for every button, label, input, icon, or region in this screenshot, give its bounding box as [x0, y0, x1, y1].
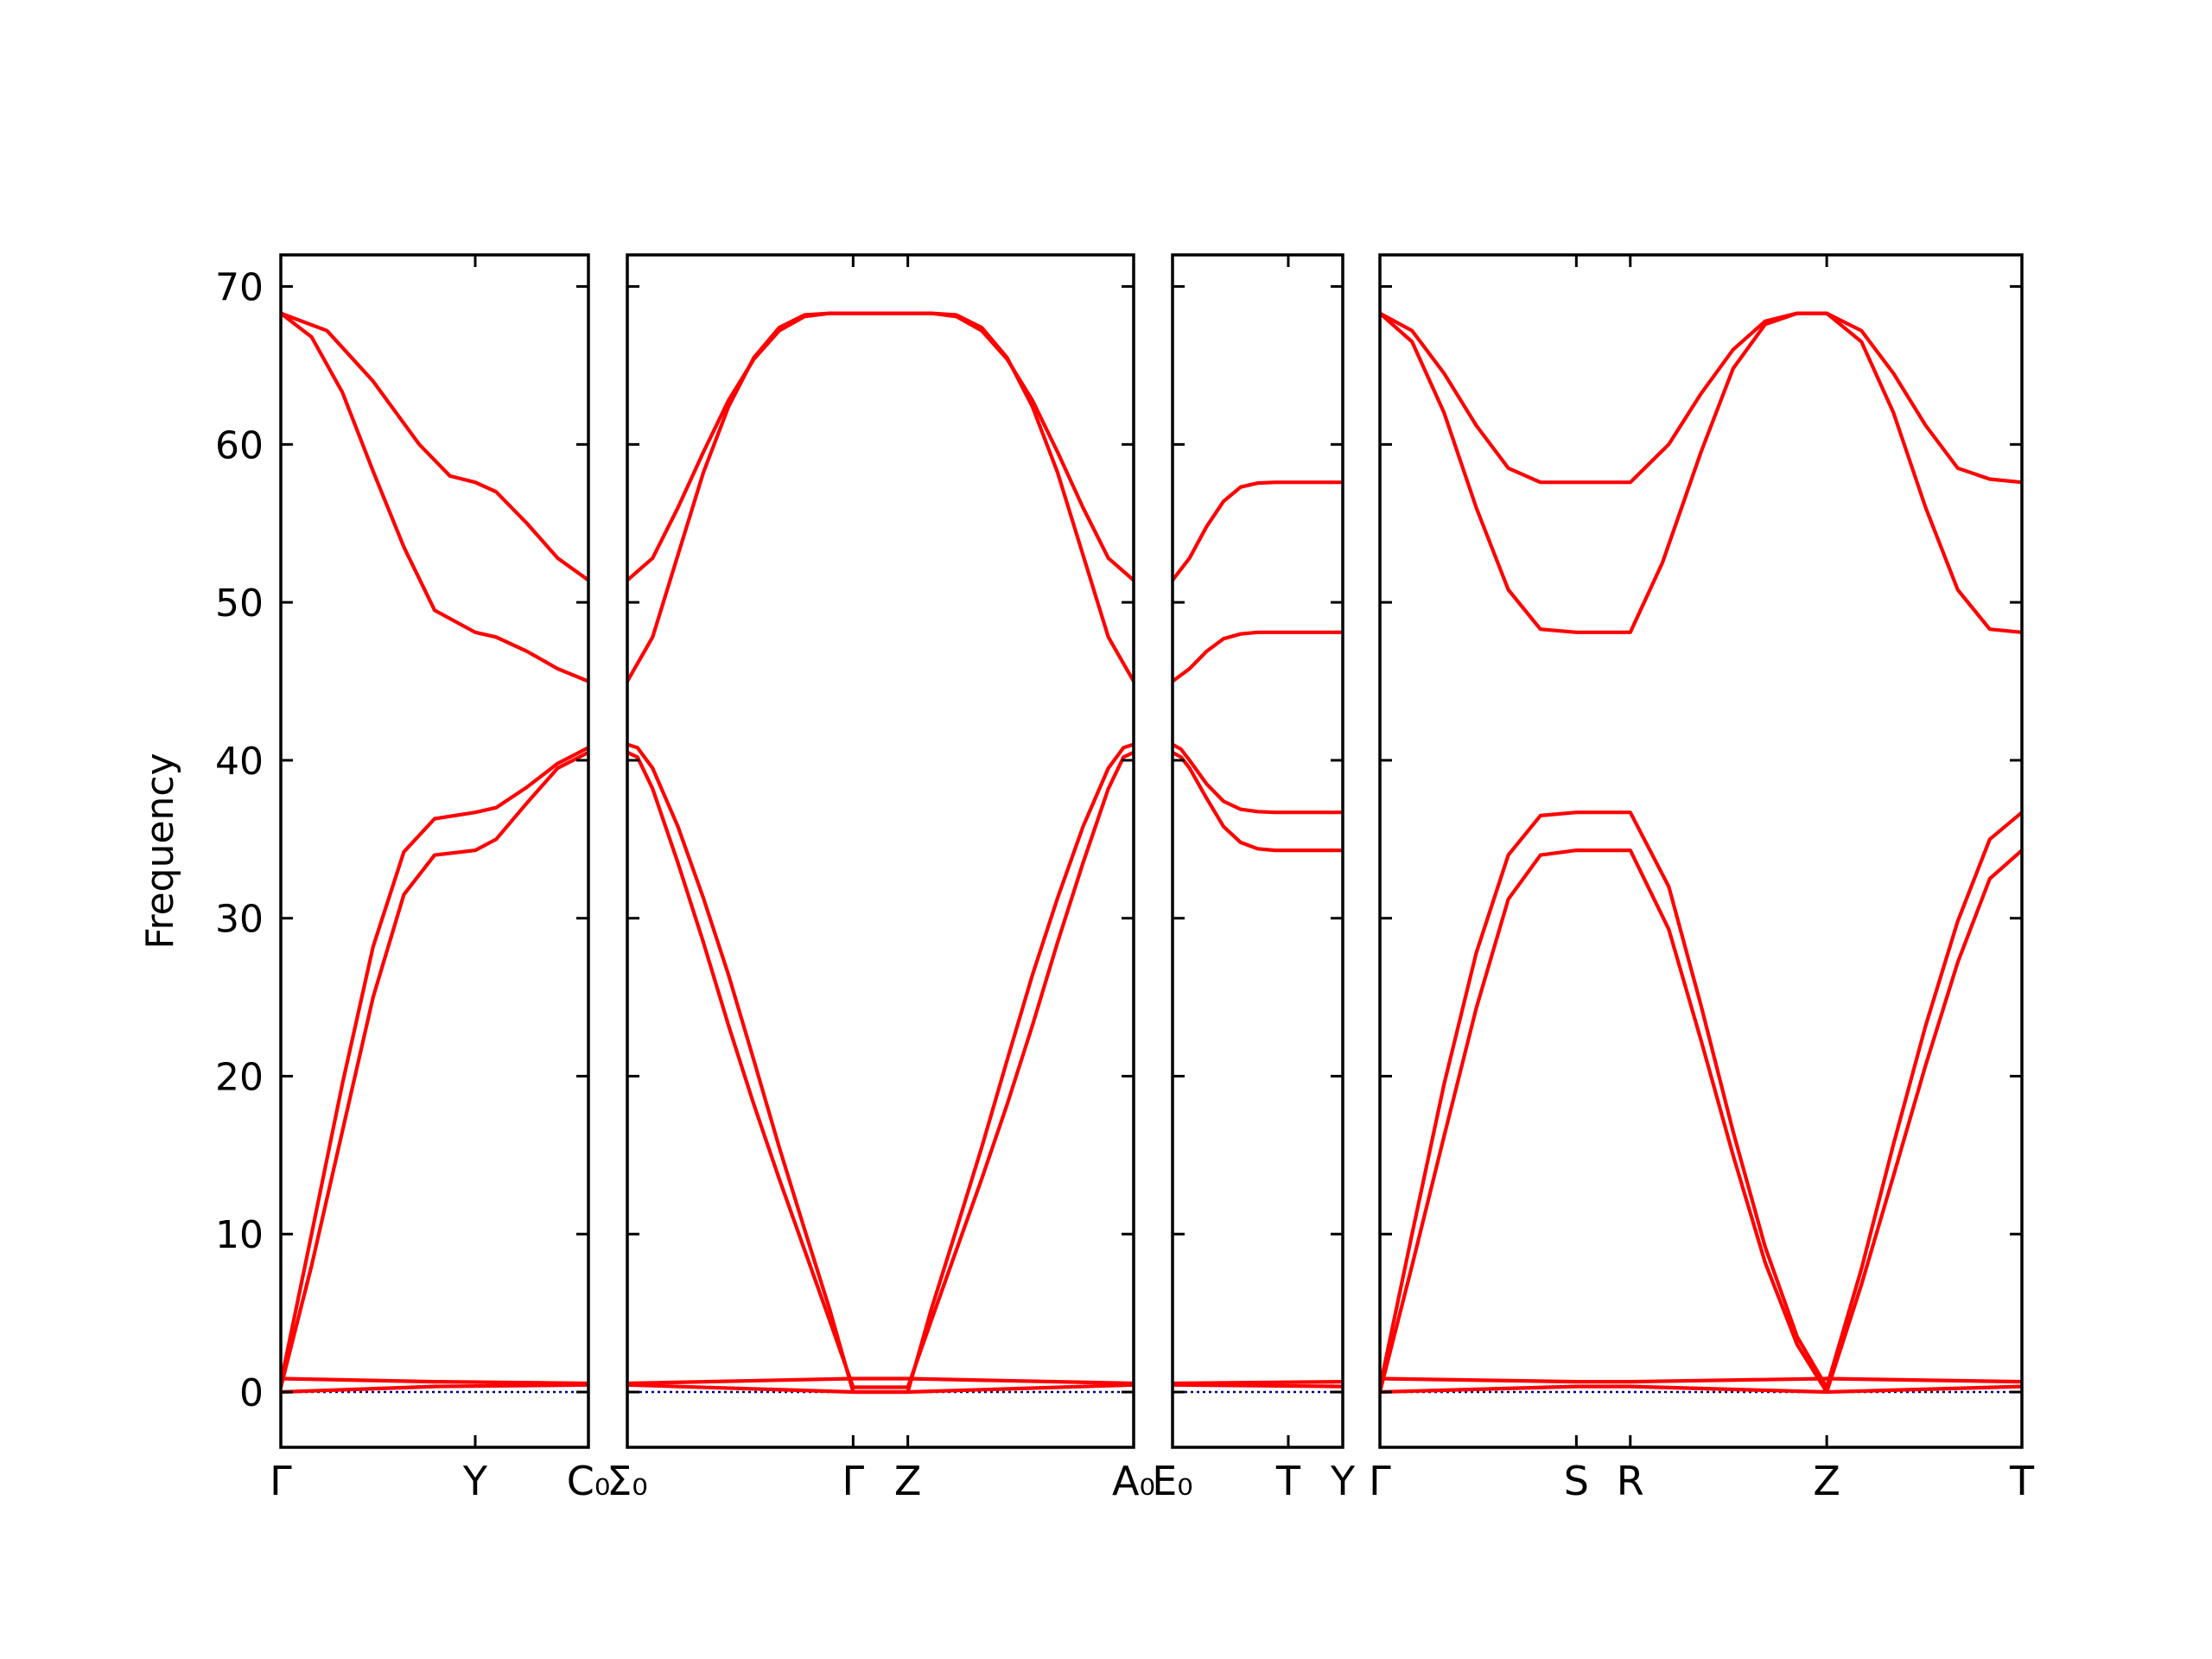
y-tick-label: 70: [215, 266, 264, 310]
x-tick-label: Σ₀: [607, 1458, 648, 1504]
x-tick-label: C₀: [567, 1458, 611, 1504]
band-line-3: [1380, 810, 2022, 1389]
y-tick-label: 40: [215, 740, 264, 784]
x-tick-label: Z: [1813, 1458, 1840, 1504]
band-line-6: [1173, 1382, 1343, 1389]
band-line-2: [281, 311, 588, 683]
y-axis-label: Frequency: [138, 753, 182, 949]
band-line-5: [281, 1376, 588, 1386]
y-tick-label: 30: [215, 898, 264, 942]
band-line-5: [627, 1376, 1134, 1386]
panel-frame: [626, 253, 1135, 1449]
x-tick-label: Γ: [842, 1458, 865, 1504]
panel-3: E₀ T Y: [1152, 253, 1356, 1504]
x-tick-label: Γ: [1369, 1458, 1391, 1504]
x-tick-label: Z: [894, 1458, 922, 1504]
x-tick-label: Y: [462, 1458, 488, 1504]
x-tick-label: T: [2009, 1458, 2035, 1504]
band-line-4: [627, 750, 1134, 1389]
band-line-6: [627, 1382, 1134, 1395]
x-tick-label: R: [1617, 1458, 1644, 1504]
band-line-5: [1380, 1376, 2022, 1384]
y-tick-label: 50: [215, 582, 264, 626]
band-line-2: [1380, 311, 2022, 634]
y-tick-label: 20: [215, 1055, 264, 1099]
band-line-3: [281, 746, 588, 1385]
x-tick-label: A₀: [1112, 1458, 1155, 1504]
band-line-1: [1173, 480, 1343, 582]
panel-frame: [1378, 253, 2024, 1449]
panel-2: Σ₀ Γ Z A₀: [607, 253, 1155, 1504]
band-line-6: [1380, 1384, 2022, 1395]
x-tick-label: S: [1564, 1458, 1589, 1504]
band-line-4: [281, 750, 588, 1389]
x-tick-label: Γ: [270, 1458, 292, 1504]
band-line-1: [281, 311, 588, 582]
y-tick-label: 60: [215, 423, 264, 467]
band-line-2: [627, 311, 1134, 683]
y-tick-label: 10: [215, 1213, 264, 1257]
band-line-4: [1380, 848, 2022, 1395]
panel-frame: [279, 253, 590, 1449]
band-line-6: [281, 1382, 588, 1395]
panel-1: 0 10 20 30 40 50 60 70 Γ Y C₀: [215, 253, 611, 1504]
x-tick-label: T: [1275, 1458, 1301, 1504]
band-line-1: [627, 311, 1134, 582]
band-line-2: [1173, 630, 1343, 683]
band-line-4: [1173, 750, 1343, 853]
band-line-5: [1173, 1379, 1343, 1386]
band-line-3: [627, 742, 1134, 1395]
y-tick-label: 0: [239, 1371, 264, 1415]
band-line-1: [1380, 311, 2022, 485]
x-tick-label: E₀: [1152, 1458, 1193, 1504]
band-line-3: [1173, 742, 1343, 815]
x-tick-label: Y: [1330, 1458, 1356, 1504]
panel-frame: [1171, 253, 1344, 1449]
